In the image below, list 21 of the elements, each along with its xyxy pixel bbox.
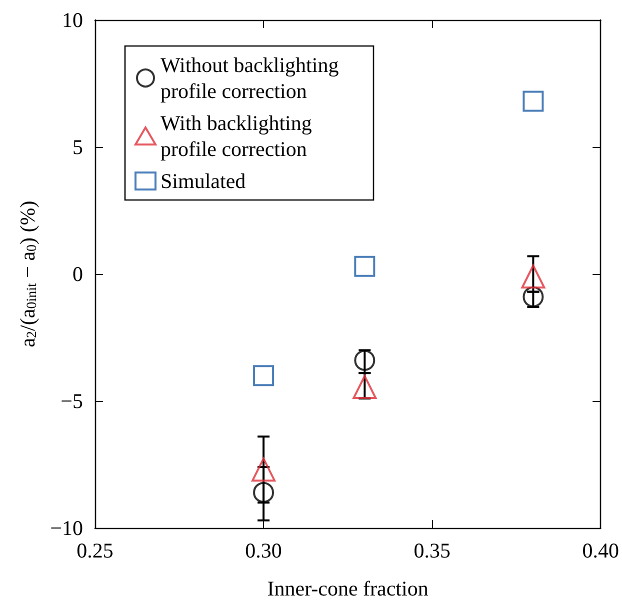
point (354, 350, 376, 371)
point (522, 90, 544, 112)
y-tick-label: −5 (60, 389, 83, 413)
x-axis-title: Inner-cone fraction (267, 576, 429, 600)
x-tick-label: 0.40 (582, 538, 619, 562)
legend-label: Simulated (160, 169, 246, 193)
point (354, 256, 376, 277)
point (521, 264, 546, 289)
y-tick-label: 10 (62, 8, 83, 32)
legend-label: With backlighting profile correction (160, 111, 318, 161)
x-tick-label: 0.25 (76, 538, 114, 562)
point (252, 458, 276, 482)
y-tick-label: 5 (72, 135, 83, 159)
legend-label: Without backlighting profile correction (160, 53, 344, 103)
point (253, 365, 274, 386)
x-tick-label: 0.30 (245, 538, 282, 562)
point (253, 482, 274, 503)
y-tick-label: 0 (72, 262, 83, 286)
x-tick-label: 0.35 (414, 538, 450, 562)
y-axis-title: a2/(a0init − a0) (%) (15, 200, 40, 348)
y-tick-label: −10 (50, 516, 83, 540)
